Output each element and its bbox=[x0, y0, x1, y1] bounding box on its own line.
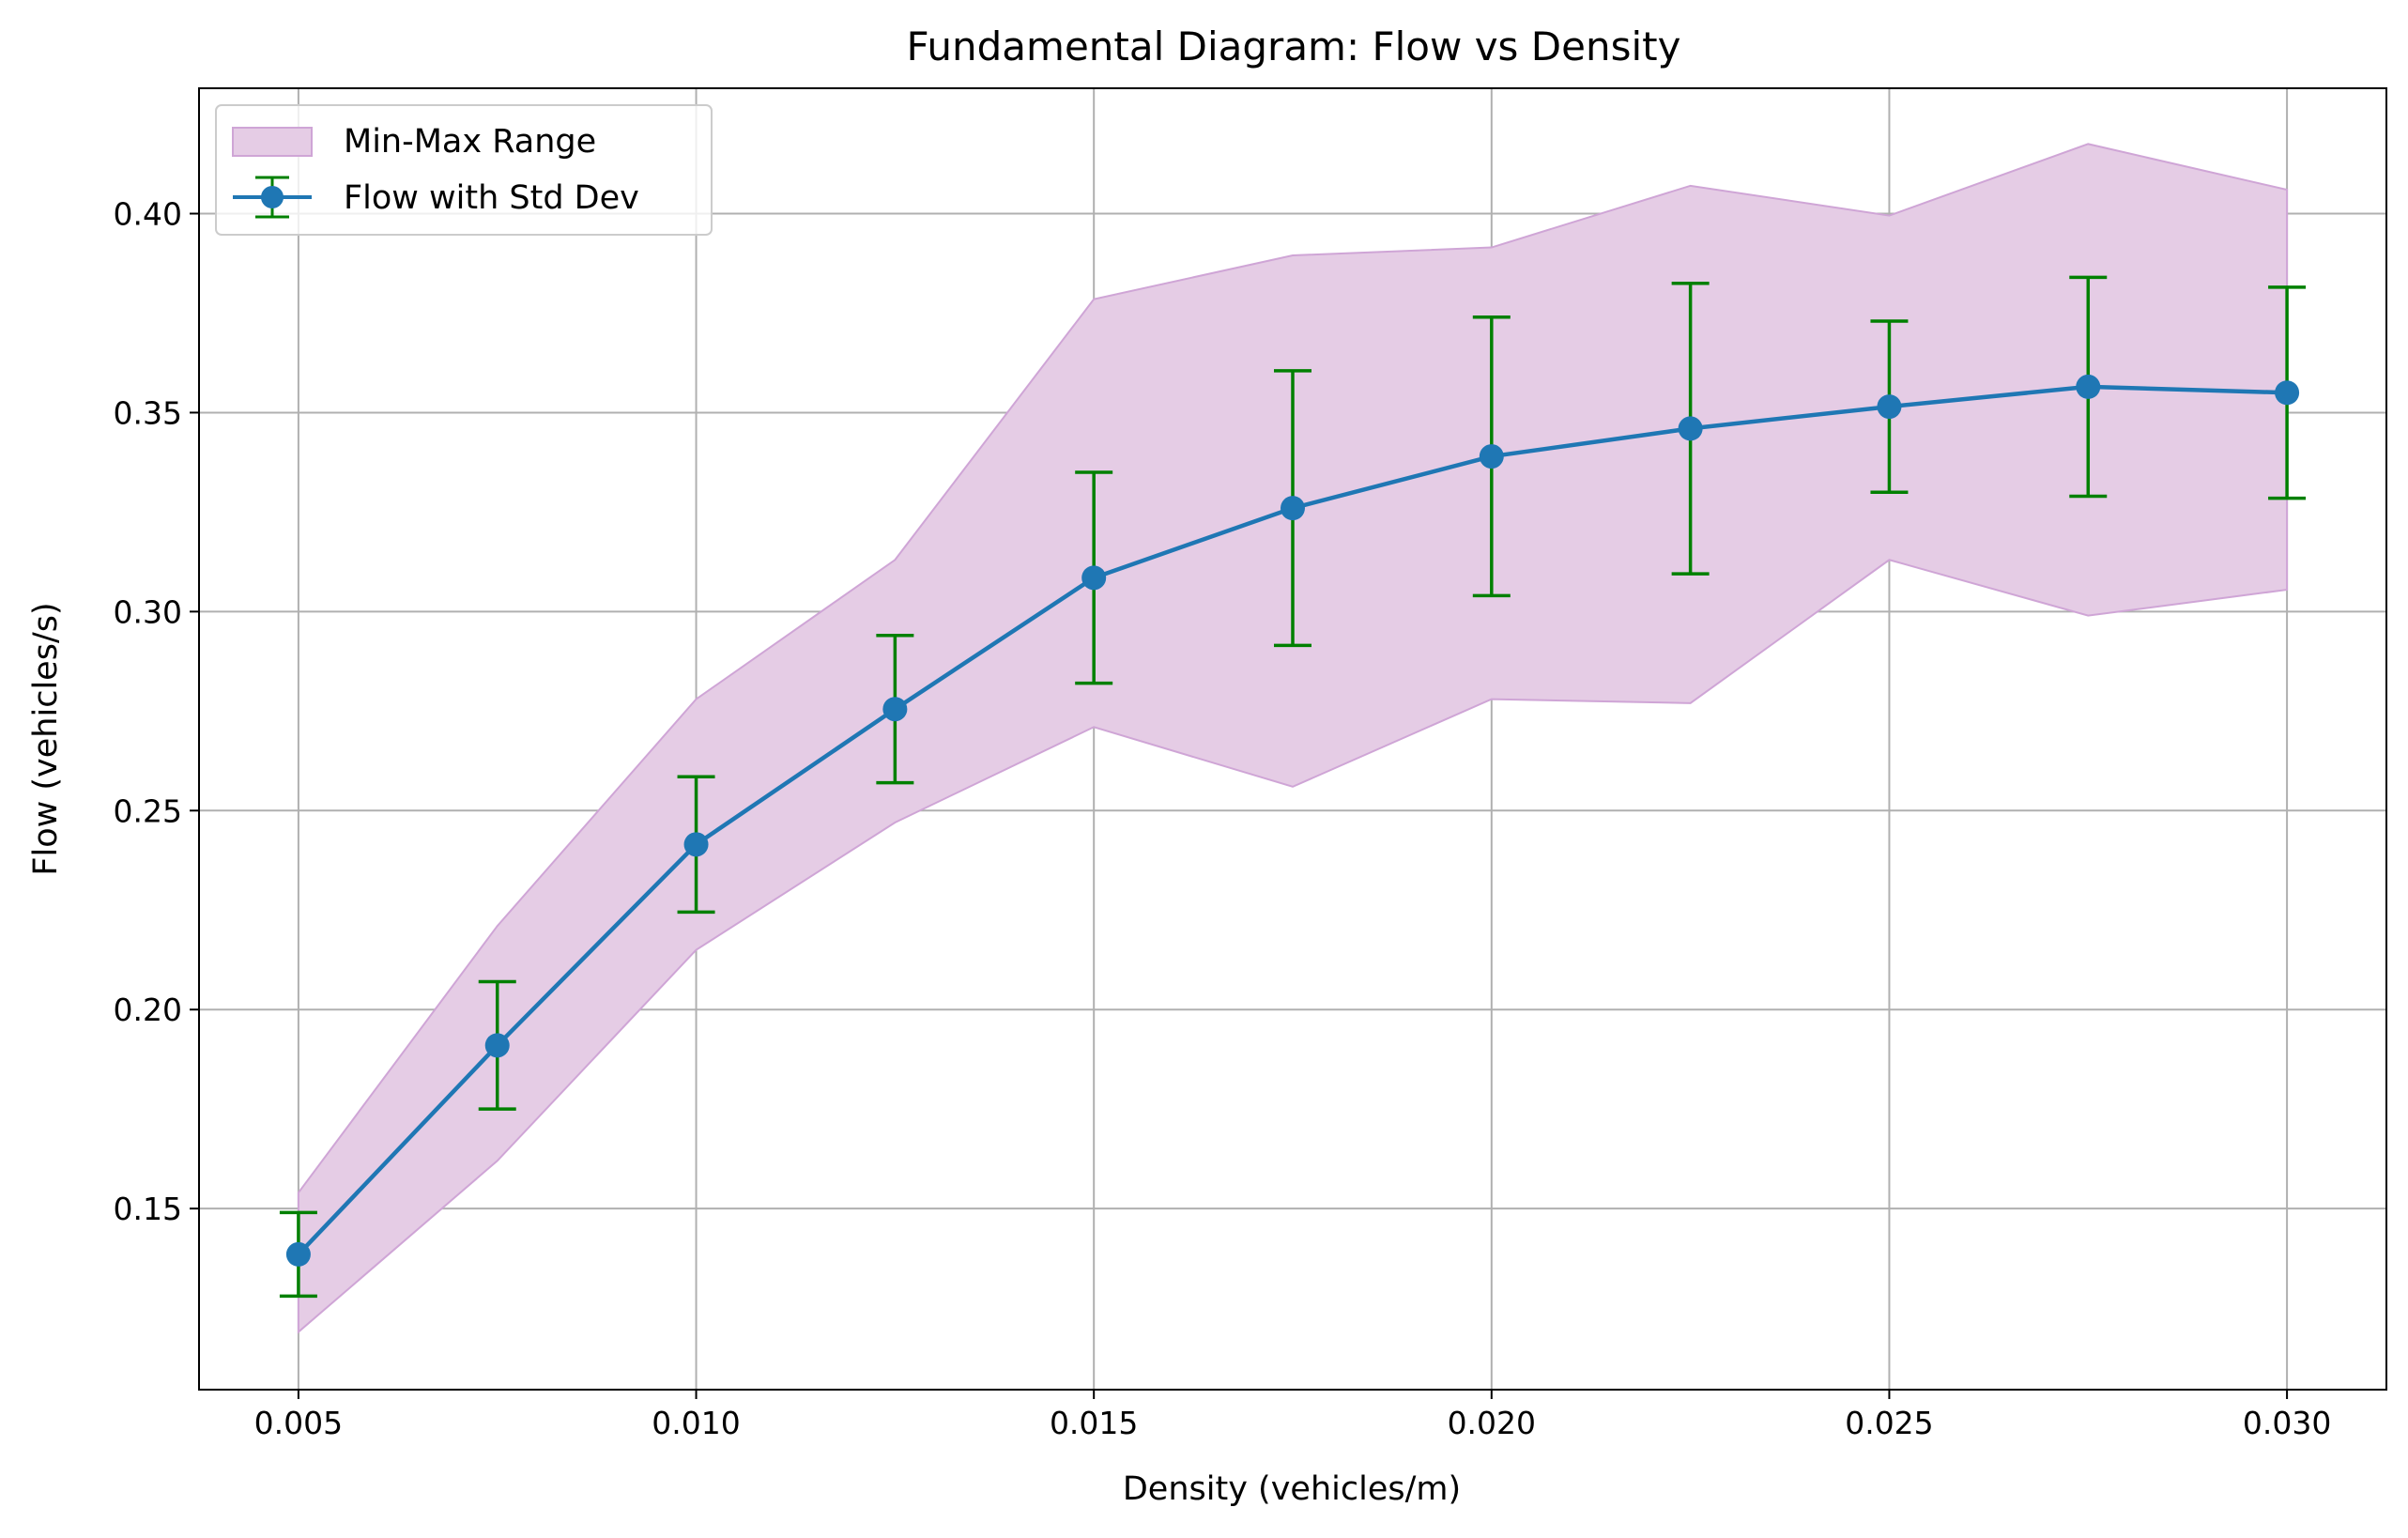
x-tick-label: 0.025 bbox=[1845, 1405, 1933, 1441]
flow-point bbox=[1081, 565, 1107, 591]
min-max-range-band bbox=[297, 143, 2289, 1334]
min-max-band-layer bbox=[297, 143, 2289, 1334]
y-tick-label: 0.20 bbox=[114, 992, 182, 1028]
legend: Min-Max Range Flow with Std Dev bbox=[215, 104, 713, 236]
y-tick-label: 0.25 bbox=[114, 792, 182, 829]
x-axis-label: Density (vehicles/m) bbox=[1123, 1470, 1461, 1508]
flow-point bbox=[1479, 444, 1504, 469]
legend-label-flow-with-std-dev: Flow with Std Dev bbox=[344, 179, 639, 217]
flow-point bbox=[285, 1241, 311, 1267]
y-tick-label: 0.35 bbox=[114, 394, 182, 431]
flow-point bbox=[2275, 380, 2300, 406]
x-tick-label: 0.030 bbox=[2243, 1405, 2331, 1441]
x-tick-label: 0.015 bbox=[1050, 1405, 1138, 1441]
flow-point bbox=[882, 697, 908, 722]
marker-layer bbox=[285, 374, 2300, 1267]
y-tick-label: 0.40 bbox=[114, 196, 182, 233]
flow-point bbox=[1877, 394, 1902, 420]
y-axis-label: Flow (vehicles/s) bbox=[27, 602, 65, 875]
y-tick-label: 0.30 bbox=[114, 593, 182, 630]
legend-flow-marker bbox=[261, 186, 284, 208]
x-tick-label: 0.020 bbox=[1448, 1405, 1536, 1441]
legend-swatch-min-max-range bbox=[232, 127, 313, 157]
flow-point bbox=[1281, 496, 1305, 521]
y-axis: 0.15 0.20 0.25 0.30 0.35 0.40 bbox=[114, 196, 199, 1227]
chart-title: Fundamental Diagram: Flow vs Density bbox=[907, 23, 1681, 69]
x-tick-label: 0.005 bbox=[254, 1405, 343, 1441]
flow-point bbox=[484, 1033, 510, 1058]
flow-point bbox=[2076, 374, 2101, 399]
flow-point bbox=[1678, 416, 1703, 441]
legend-label-min-max-range: Min-Max Range bbox=[344, 123, 596, 161]
flow-point bbox=[683, 832, 709, 857]
y-tick-label: 0.15 bbox=[114, 1191, 182, 1227]
plot-frame bbox=[198, 87, 2387, 1391]
legend-box bbox=[215, 104, 713, 236]
x-axis: 0.005 0.010 0.015 0.020 0.025 0.030 bbox=[254, 1390, 2331, 1441]
x-tick-label: 0.010 bbox=[652, 1405, 740, 1441]
